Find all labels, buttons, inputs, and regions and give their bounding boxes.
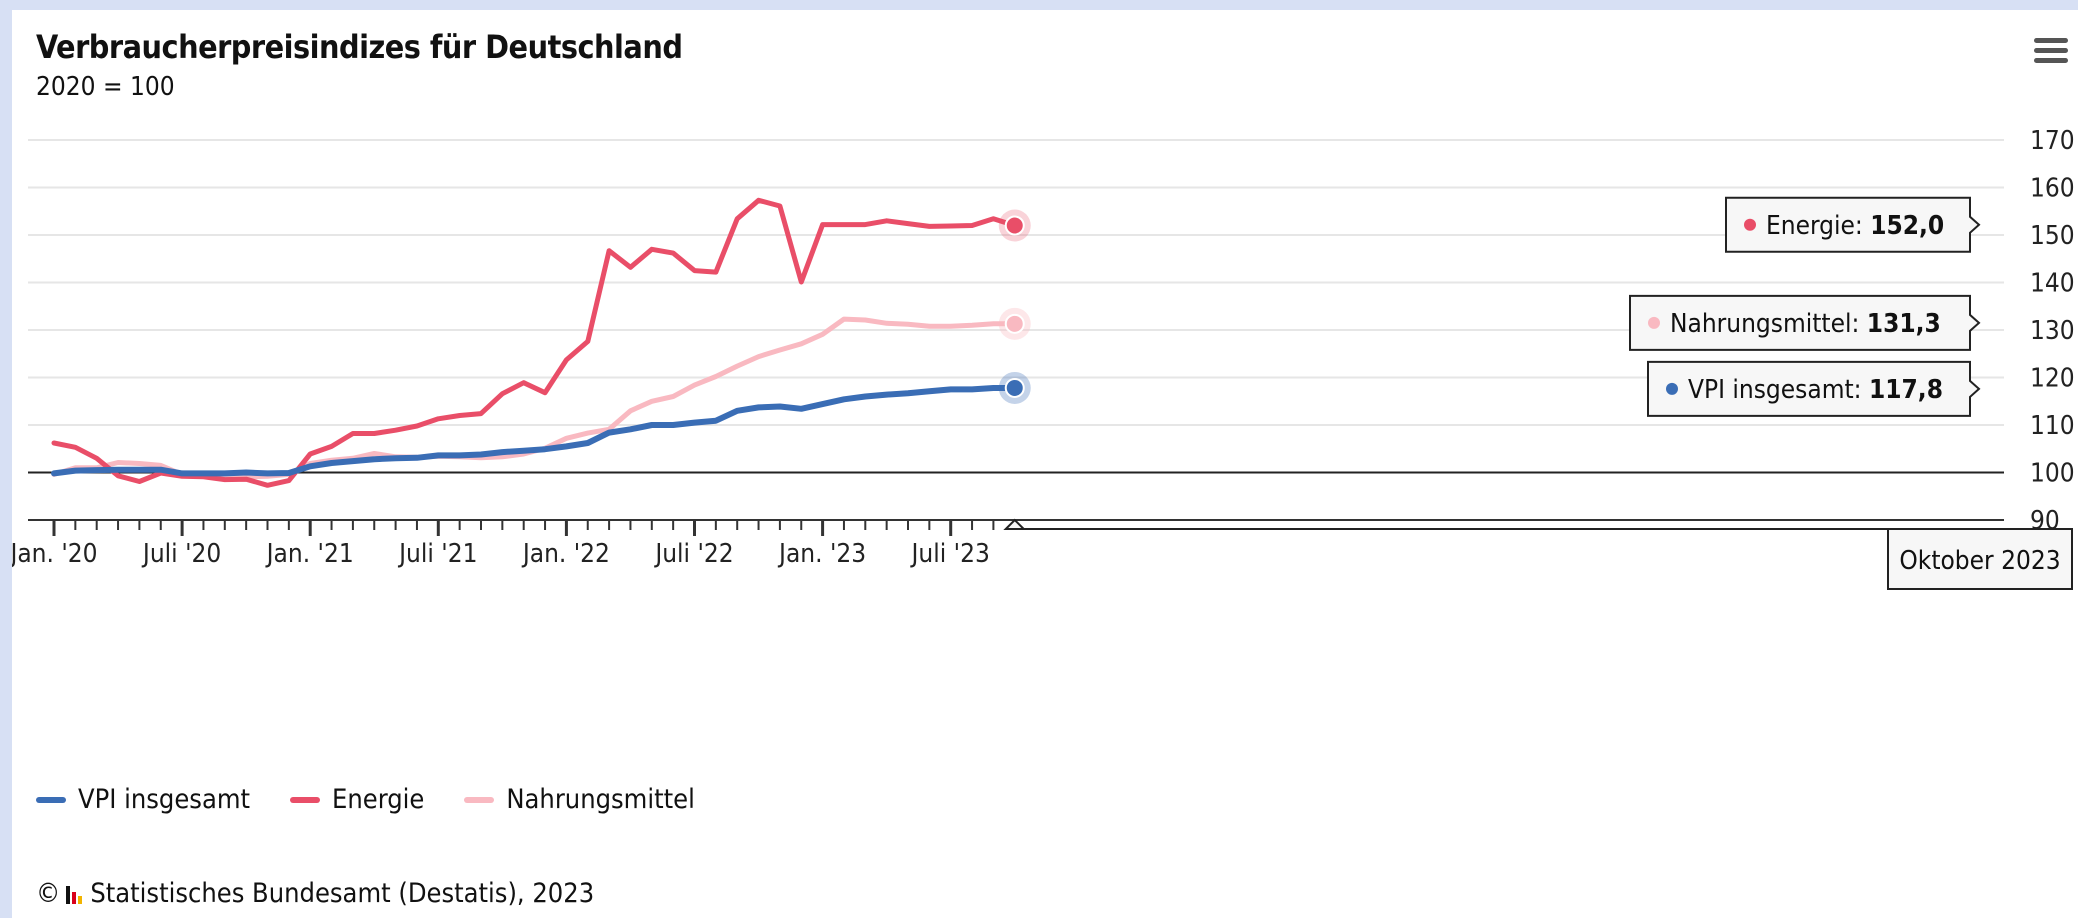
y-tick-label: 170 [2030, 126, 2075, 156]
tooltip-date-text: Oktober 2023 [1899, 546, 2060, 576]
legend-swatch-vpi [36, 797, 66, 803]
x-tick-label: Juli '20 [141, 539, 221, 569]
chart-legend: VPI insgesamt Energie Nahrungsmittel [36, 784, 695, 815]
legend-swatch-energie [290, 797, 320, 803]
hover-marker-nahrungsmittel [1006, 315, 1024, 333]
source-credit: © Statistisches Bundesamt (Destatis), 20… [36, 878, 594, 909]
tooltip-label: VPI insgesamt: [1688, 375, 1869, 405]
tooltip-value: 117,8 [1869, 375, 1943, 405]
x-tick-label: Jan. '23 [777, 539, 866, 569]
tooltip-dot [1666, 383, 1678, 395]
destatis-logo-icon [66, 884, 82, 904]
hover-marker-vpi [1006, 379, 1024, 397]
tooltip-energie: Energie: 152,0 [1726, 198, 1979, 252]
tooltip-value: 152,0 [1870, 211, 1944, 241]
x-tick-label: Jan. '21 [265, 539, 354, 569]
tooltip-nahrungsmittel: Nahrungsmittel: 131,3 [1630, 296, 1979, 350]
legend-item-energie[interactable]: Energie [290, 784, 424, 815]
copyright-icon: © [36, 878, 60, 909]
x-tick-label: Jan. '22 [521, 539, 610, 569]
x-tick-label: Jan. '20 [12, 539, 98, 569]
tooltip-dot [1744, 219, 1756, 231]
y-tick-label: 140 [2030, 269, 2075, 299]
tooltip-text: VPI insgesamt: 117,8 [1688, 375, 1943, 405]
tooltip-label: Energie: [1766, 211, 1870, 241]
x-tick-label: Juli '21 [397, 539, 477, 569]
legend-item-vpi[interactable]: VPI insgesamt [36, 784, 250, 815]
source-credit-text: Statistisches Bundesamt (Destatis), 2023 [90, 878, 594, 909]
hover-marker-energie [1006, 217, 1024, 235]
tooltip-text: Nahrungsmittel: 131,3 [1670, 309, 1941, 339]
y-tick-label: 130 [2030, 316, 2075, 346]
series-line-vpi [54, 388, 1015, 473]
legend-label-energie: Energie [332, 784, 424, 815]
tooltip-dot [1648, 317, 1660, 329]
chart-card: Verbraucherpreisindizes für Deutschland … [12, 10, 2078, 918]
legend-label-vpi: VPI insgesamt [78, 784, 250, 815]
legend-label-nahrungsmittel: Nahrungsmittel [506, 784, 694, 815]
x-tick-label: Juli '22 [653, 539, 733, 569]
tooltip-vpi: VPI insgesamt: 117,8 [1648, 362, 1979, 416]
tooltip-label: Nahrungsmittel: [1670, 309, 1867, 339]
tooltip-text: Energie: 152,0 [1766, 211, 1944, 241]
legend-swatch-nahrungsmittel [464, 797, 494, 803]
y-tick-label: 160 [2030, 174, 2075, 204]
y-tick-label: 100 [2030, 459, 2075, 489]
series-line-energie [54, 200, 1015, 485]
y-tick-label: 110 [2030, 411, 2075, 441]
tooltip-date: Oktober 2023 [1006, 520, 2072, 589]
y-tick-label: 120 [2030, 364, 2075, 394]
x-tick-label: Juli '23 [910, 539, 990, 569]
tooltip-value: 131,3 [1867, 309, 1941, 339]
y-tick-label: 150 [2030, 221, 2075, 251]
legend-item-nahrungsmittel[interactable]: Nahrungsmittel [464, 784, 694, 815]
